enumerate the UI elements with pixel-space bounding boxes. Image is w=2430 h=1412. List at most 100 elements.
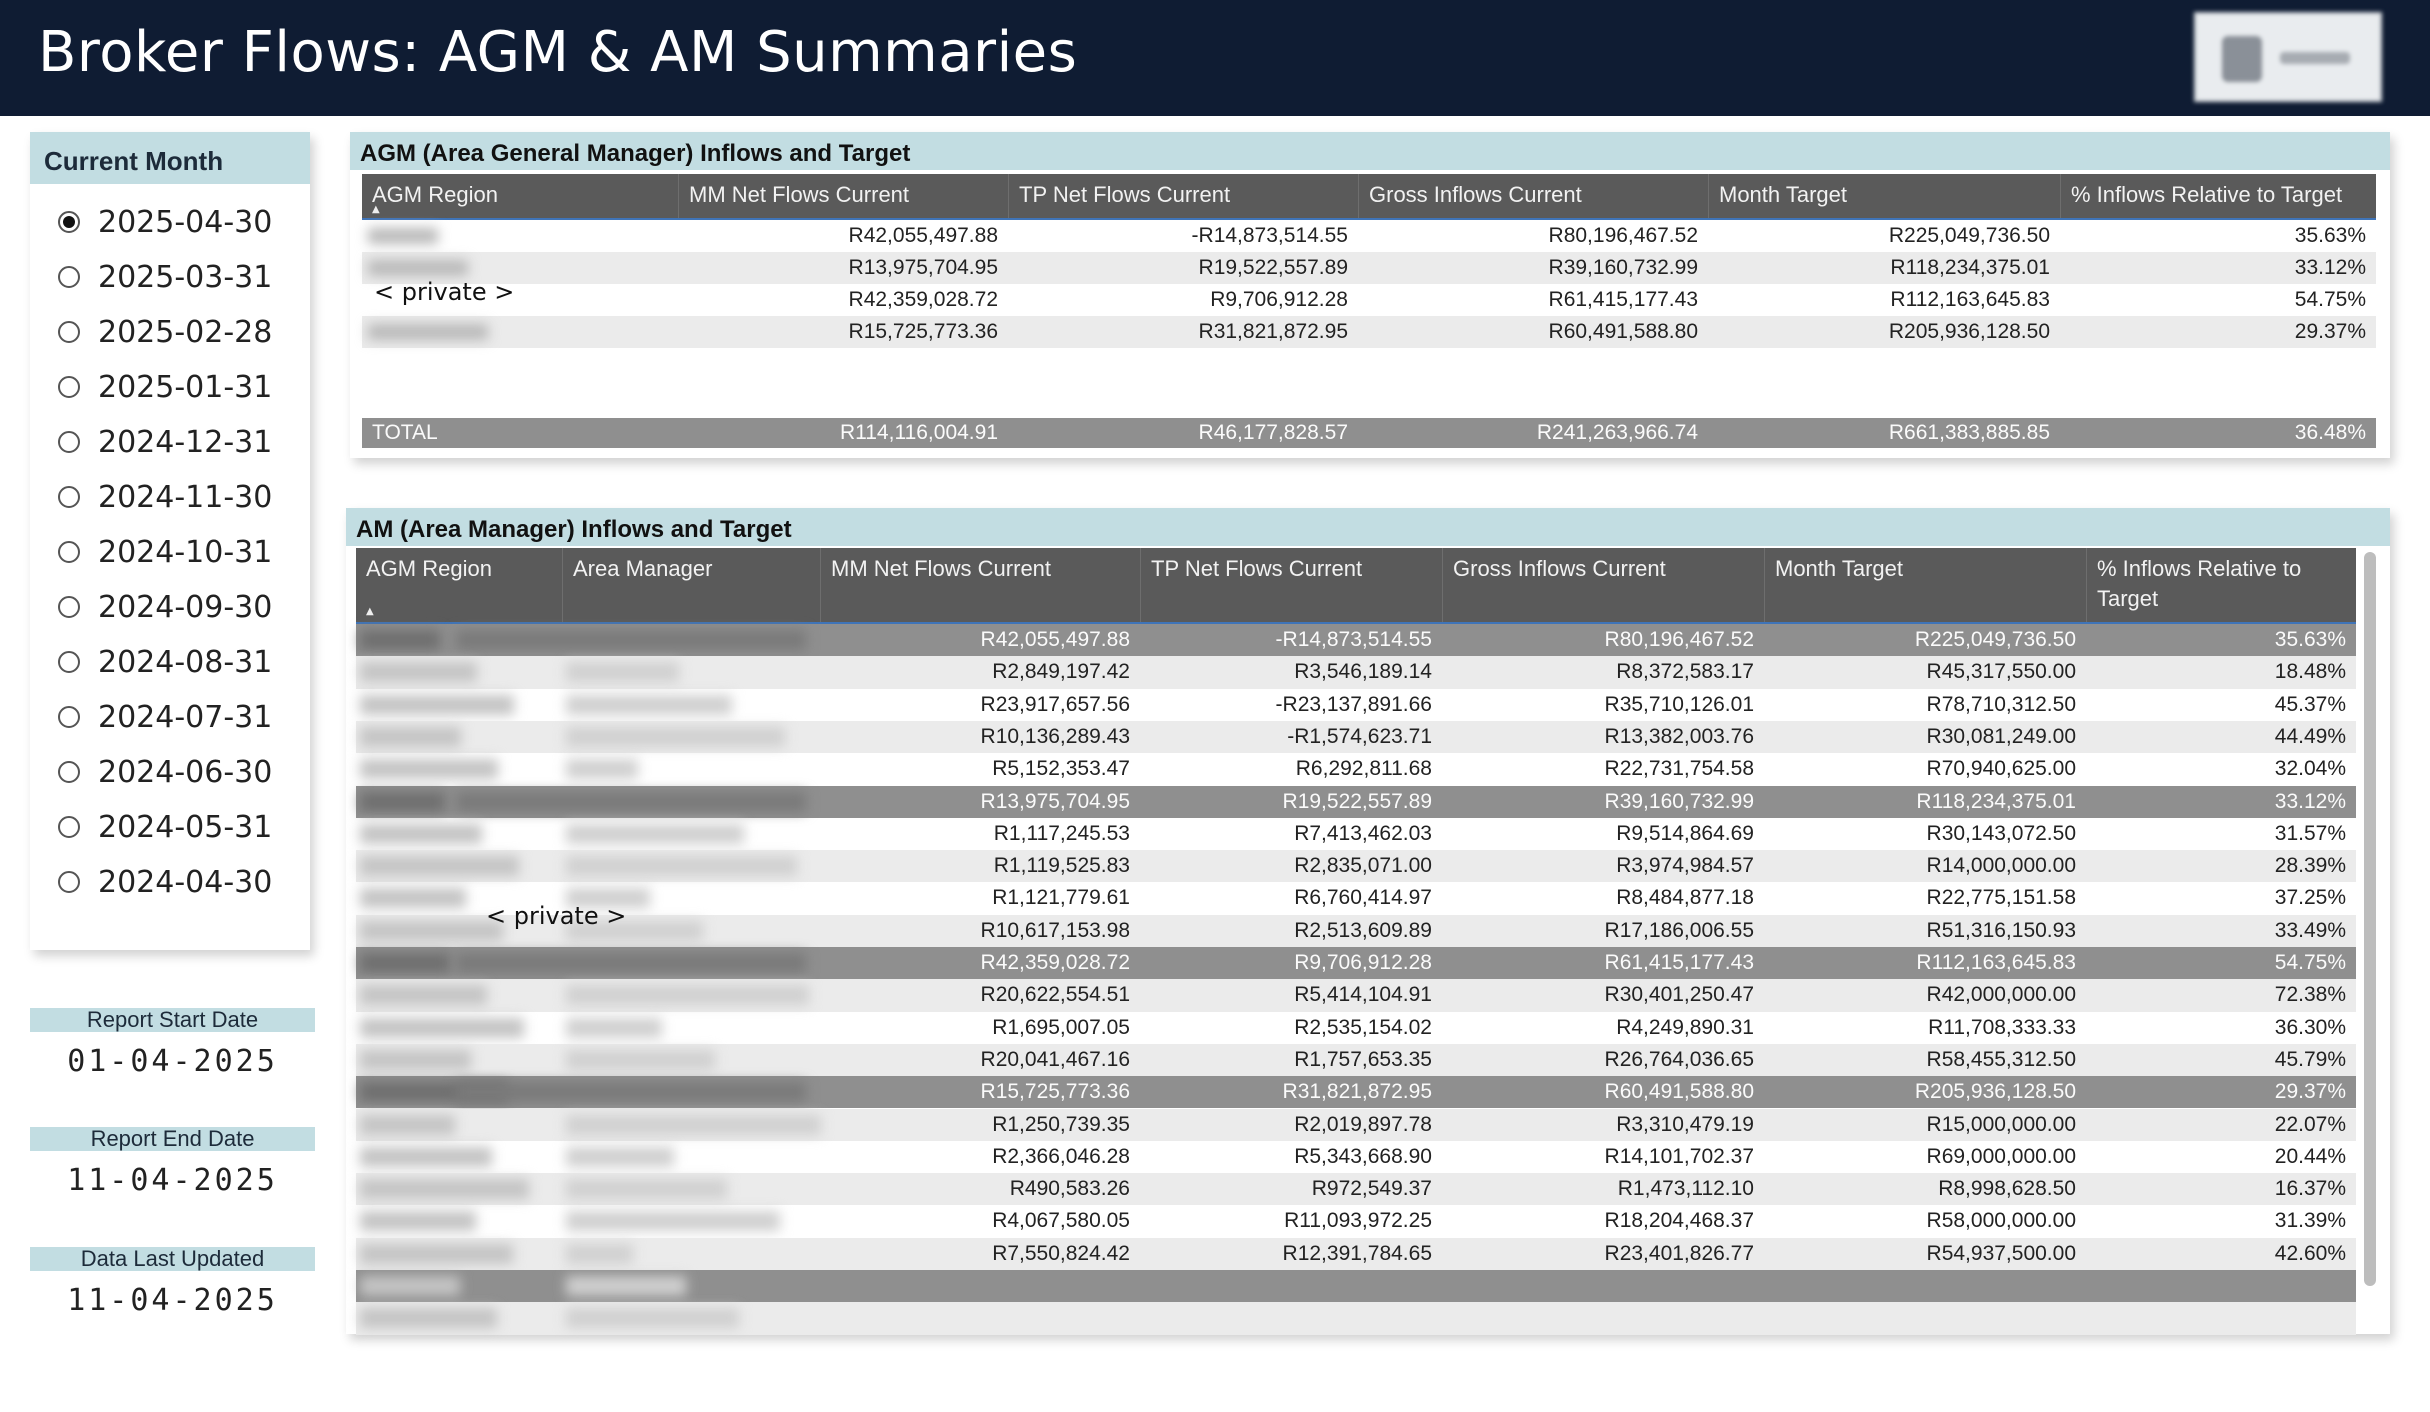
table-cell: R3,546,189.14 bbox=[1294, 660, 1432, 684]
column-header[interactable]: % Inflows Relative to Target bbox=[2086, 548, 2356, 622]
agm-table: AGM Region MM Net Flows Current TP Net Flo… bbox=[362, 174, 2376, 448]
sort-ascending-icon[interactable]: ▲ bbox=[366, 606, 374, 617]
table-row: R20,041,467.16 R1,757,653.35 R26,764,036.6… bbox=[356, 1043, 2356, 1077]
redacted-region bbox=[360, 726, 461, 747]
radio-button-icon[interactable] bbox=[58, 651, 80, 673]
column-header[interactable]: MM Net Flows Current bbox=[678, 174, 1008, 218]
table-row bbox=[356, 1335, 2356, 1367]
subtotal-row: R42,359,028.72 R9,706,912.28 R61,415,177.4… bbox=[356, 947, 2356, 980]
slicer-option[interactable]: 2025-01-31 bbox=[58, 367, 272, 407]
slicer-option-label: 2025-04-30 bbox=[98, 204, 273, 240]
table-cell: R12,391,784.65 bbox=[1282, 1241, 1432, 1265]
report-end-value: 11-04-2025 bbox=[67, 1163, 278, 1198]
slicer-option[interactable]: 2025-02-28 bbox=[58, 312, 272, 352]
table-cell: R42,359,028.72 bbox=[848, 288, 998, 311]
table-row: R20,622,554.51 R5,414,104.91 R30,401,250.4… bbox=[356, 979, 2356, 1012]
redacted-region bbox=[360, 1308, 497, 1329]
redacted-region bbox=[566, 1308, 739, 1329]
current-month-slicer: Current Month 2025-04-30 2025-03-31 2025-0… bbox=[30, 132, 310, 950]
redacted-region bbox=[566, 694, 732, 715]
redacted-region bbox=[566, 920, 703, 941]
sort-ascending-icon[interactable]: ▲ bbox=[372, 204, 380, 215]
column-header[interactable]: TP Net Flows Current bbox=[1008, 174, 1358, 218]
table-cell: R2,849,197.42 bbox=[992, 660, 1130, 684]
column-header[interactable]: Month Target bbox=[1764, 548, 2086, 622]
table-cell: R8,998,628.50 bbox=[1938, 1177, 2076, 1201]
redacted-region bbox=[566, 1049, 715, 1070]
slicer-option-label: 2025-01-31 bbox=[98, 369, 273, 405]
table-cell: R8,372,583.17 bbox=[1616, 660, 1754, 684]
redacted-region bbox=[566, 985, 809, 1006]
table-cell: R22,775,151.58 bbox=[1926, 886, 2076, 910]
radio-button-icon[interactable] bbox=[58, 871, 80, 893]
table-cell: R42,359,028.72 bbox=[980, 951, 1130, 974]
table-cell: R7,413,462.03 bbox=[1294, 821, 1432, 845]
redacted-region bbox=[566, 1243, 633, 1264]
redacted-region bbox=[566, 726, 785, 747]
radio-button-icon[interactable] bbox=[58, 596, 80, 618]
column-header[interactable]: Month Target bbox=[1708, 174, 2060, 218]
column-header[interactable]: Gross Inflows Current bbox=[1358, 174, 1708, 218]
report-start-value: 01-04-2025 bbox=[67, 1044, 278, 1079]
slicer-option-label: 2024-04-30 bbox=[98, 864, 273, 900]
table-cell: 20.44% bbox=[2274, 1144, 2346, 1168]
slicer-option[interactable]: 2024-07-31 bbox=[58, 697, 272, 737]
table-cell: R2,535,154.02 bbox=[1294, 1015, 1432, 1039]
slicer-option[interactable]: 2025-03-31 bbox=[58, 257, 272, 297]
radio-button-icon[interactable] bbox=[58, 541, 80, 563]
radio-button-icon[interactable] bbox=[58, 486, 80, 508]
table-row: R490,583.26 R972,549.37 R1,473,112.10 R8,99… bbox=[356, 1173, 2356, 1206]
radio-button-icon[interactable] bbox=[58, 376, 80, 398]
column-header[interactable]: MM Net Flows Current bbox=[820, 548, 1140, 622]
redacted-region bbox=[360, 1114, 455, 1135]
column-header[interactable]: TP Net Flows Current bbox=[1140, 548, 1442, 622]
radio-button-icon[interactable] bbox=[58, 706, 80, 728]
radio-button-icon[interactable] bbox=[58, 816, 80, 838]
redacted-region bbox=[360, 1049, 471, 1070]
table-row: R7,550,824.42 R12,391,784.65 R23,401,826.7… bbox=[356, 1237, 2356, 1270]
slicer-option[interactable]: 2024-05-31 bbox=[58, 807, 272, 847]
am-table-panel: AM (Area Manager) Inflows and Target AGM… bbox=[346, 508, 2390, 1335]
slicer-option-label: 2024-11-30 bbox=[98, 479, 273, 515]
table-cell: R1,757,653.35 bbox=[1294, 1047, 1432, 1071]
report-end-card: Report End Date 11-04-2025 bbox=[30, 1127, 315, 1198]
radio-button-icon[interactable] bbox=[58, 321, 80, 343]
radio-button-icon[interactable] bbox=[58, 761, 80, 783]
column-header[interactable]: AGM Region bbox=[372, 182, 498, 207]
slicer-option[interactable]: 2024-11-30 bbox=[58, 477, 272, 517]
slicer-option[interactable]: 2024-12-31 bbox=[58, 422, 272, 462]
slicer-option[interactable]: 2025-04-30 bbox=[58, 202, 272, 242]
radio-button-icon[interactable] bbox=[58, 211, 80, 233]
total-cell: R114,116,004.91 bbox=[839, 421, 998, 444]
slicer-option[interactable]: 2024-10-31 bbox=[58, 532, 272, 572]
table-cell: R1,119,525.83 bbox=[993, 854, 1130, 878]
table-cell: R1,121,779.61 bbox=[992, 886, 1130, 910]
redacted-region bbox=[566, 759, 638, 780]
subtotal-row: R13,975,704.95 R19,522,557.89 R39,160,732.… bbox=[356, 785, 2356, 818]
table-cell: R2,835,071.00 bbox=[1294, 854, 1432, 878]
table-cell: R7,550,824.42 bbox=[992, 1241, 1130, 1265]
radio-button-icon[interactable] bbox=[58, 266, 80, 288]
slicer-option[interactable]: 2024-06-30 bbox=[58, 752, 272, 792]
column-header[interactable]: AGM Region bbox=[366, 556, 492, 581]
redacted-region bbox=[566, 1179, 727, 1200]
slicer-option[interactable]: 2024-08-31 bbox=[58, 642, 272, 682]
table-cell: R6,760,414.97 bbox=[1294, 886, 1432, 910]
table-cell: 37.25% bbox=[2274, 886, 2346, 910]
column-header[interactable]: Area Manager bbox=[562, 548, 820, 622]
column-header[interactable]: Gross Inflows Current bbox=[1442, 548, 1764, 622]
slicer-option-label: 2024-12-31 bbox=[98, 424, 273, 460]
am-table-title: AM (Area Manager) Inflows and Target bbox=[346, 508, 2390, 546]
table-row: R15,725,773.36 R31,821,872.95 R60,491,588.… bbox=[362, 316, 2376, 348]
table-cell: R51,316,150.93 bbox=[1926, 918, 2076, 942]
table-cell: -R14,873,514.55 bbox=[1275, 628, 1432, 651]
table-cell: R42,055,497.88 bbox=[848, 224, 998, 247]
subtotal-row: R15,725,773.36 R31,821,872.95 R60,491,588.… bbox=[356, 1076, 2356, 1109]
table-row: R23,917,657.56 -R23,137,891.66 R35,710,126… bbox=[356, 689, 2356, 721]
radio-button-icon[interactable] bbox=[58, 431, 80, 453]
slicer-option[interactable]: 2024-04-30 bbox=[58, 862, 272, 902]
slicer-option[interactable]: 2024-09-30 bbox=[58, 587, 272, 627]
am-table-scrollbar[interactable] bbox=[2364, 552, 2376, 1286]
table-cell: R9,706,912.28 bbox=[1294, 951, 1432, 974]
column-header[interactable]: % Inflows Relative to Target bbox=[2060, 174, 2376, 218]
